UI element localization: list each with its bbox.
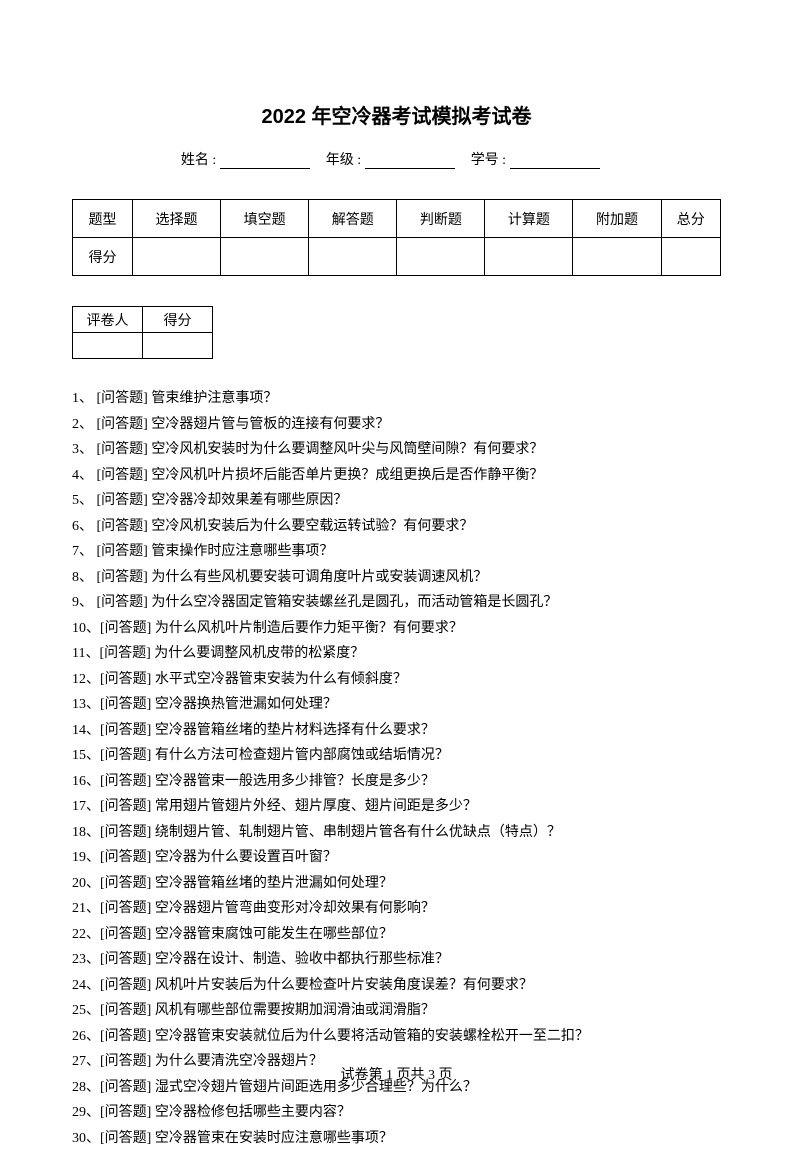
name-blank[interactable]: [220, 155, 310, 169]
question-item: 23、[问答题] 空冷器在设计、制造、验收中都执行那些标准？: [72, 948, 721, 973]
score-answer-cell[interactable]: [309, 238, 397, 276]
score-table-score-row: 得分: [73, 238, 721, 276]
col-calc: 计算题: [485, 200, 573, 238]
question-item: 16、[问答题] 空冷器管束一般选用多少排管？长度是多少？: [72, 770, 721, 795]
question-item: 13、[问答题] 空冷器换热管泄漏如何处理？: [72, 693, 721, 718]
grade-label: 年级 :: [326, 153, 361, 168]
grader-table: 评卷人 得分: [72, 306, 213, 359]
score-table-header-row: 题型 选择题 填空题 解答题 判断题 计算题 附加题 总分: [73, 200, 721, 238]
score-fill-cell[interactable]: [221, 238, 309, 276]
score-total-cell[interactable]: [661, 238, 720, 276]
question-item: 7、 [问答题] 管束操作时应注意哪些事项？: [72, 540, 721, 565]
grade-blank[interactable]: [365, 155, 455, 169]
question-item: 3、 [问答题] 空冷风机安装时为什么要调整风叶尖与风筒壁间隙？有何要求？: [72, 438, 721, 463]
page-footer: 试卷第 1 页共 3 页: [0, 1064, 793, 1084]
score-judge-cell[interactable]: [397, 238, 485, 276]
score-choice-cell[interactable]: [133, 238, 221, 276]
score-calc-cell[interactable]: [485, 238, 573, 276]
score-table: 题型 选择题 填空题 解答题 判断题 计算题 附加题 总分 得分: [72, 199, 721, 276]
question-item: 15、[问答题] 有什么方法可检查翅片管内部腐蚀或结垢情况？: [72, 744, 721, 769]
question-item: 26、[问答题] 空冷器管束安装就位后为什么要将活动管箱的安装螺栓松开一至二扣？: [72, 1025, 721, 1050]
col-total: 总分: [661, 200, 720, 238]
question-item: 6、 [问答题] 空冷风机安装后为什么要空载运转试验？有何要求？: [72, 515, 721, 540]
question-item: 20、[问答题] 空冷器管箱丝堵的垫片泄漏如何处理？: [72, 872, 721, 897]
student-info-line: 姓名 : 年级 : 学号 :: [72, 149, 721, 169]
grader-score-cell[interactable]: [143, 333, 213, 359]
question-item: 4、 [问答题] 空冷风机叶片损坏后能否单片更换？成组更换后是否作静平衡？: [72, 464, 721, 489]
question-item: 22、[问答题] 空冷器管束腐蚀可能发生在哪些部位？: [72, 923, 721, 948]
question-item: 21、[问答题] 空冷器翅片管弯曲变形对冷却效果有何影响？: [72, 897, 721, 922]
question-item: 2、 [问答题] 空冷器翅片管与管板的连接有何要求？: [72, 413, 721, 438]
question-item: 18、[问答题] 绕制翅片管、轧制翅片管、串制翅片管各有什么优缺点（特点）？: [72, 821, 721, 846]
exam-title: 2022 年空冷器考试模拟考试卷: [72, 100, 721, 129]
id-label: 学号 :: [471, 153, 506, 168]
questions-list: 1、 [问答题] 管束维护注意事项？ 2、 [问答题] 空冷器翅片管与管板的连接…: [72, 387, 721, 1151]
col-judge: 判断题: [397, 200, 485, 238]
score-row-label: 得分: [73, 238, 133, 276]
grader-name-cell[interactable]: [73, 333, 143, 359]
score-extra-cell[interactable]: [573, 238, 661, 276]
question-item: 1、 [问答题] 管束维护注意事项？: [72, 387, 721, 412]
col-extra: 附加题: [573, 200, 661, 238]
question-item: 5、 [问答题] 空冷器冷却效果差有哪些原因？: [72, 489, 721, 514]
grader-score-label: 得分: [143, 307, 213, 333]
question-item: 9、 [问答题] 为什么空冷器固定管箱安装螺丝孔是圆孔，而活动管箱是长圆孔？: [72, 591, 721, 616]
col-answer: 解答题: [309, 200, 397, 238]
question-item: 30、[问答题] 空冷器管束在安装时应注意哪些事项？: [72, 1127, 721, 1151]
question-item: 14、[问答题] 空冷器管箱丝堵的垫片材料选择有什么要求？: [72, 719, 721, 744]
col-fill: 填空题: [221, 200, 309, 238]
question-item: 12、[问答题] 水平式空冷器管束安装为什么有倾斜度？: [72, 668, 721, 693]
col-type-label: 题型: [73, 200, 133, 238]
question-item: 10、[问答题] 为什么风机叶片制造后要作力矩平衡？有何要求？: [72, 617, 721, 642]
name-label: 姓名 :: [181, 153, 216, 168]
id-blank[interactable]: [510, 155, 600, 169]
question-item: 11、[问答题] 为什么要调整风机皮带的松紧度？: [72, 642, 721, 667]
grader-label: 评卷人: [73, 307, 143, 333]
question-item: 24、[问答题] 风机叶片安装后为什么要检查叶片安装角度误差？有何要求？: [72, 974, 721, 999]
col-choice: 选择题: [133, 200, 221, 238]
question-item: 19、[问答题] 空冷器为什么要设置百叶窗？: [72, 846, 721, 871]
question-item: 17、[问答题] 常用翅片管翅片外经、翅片厚度、翅片间距是多少？: [72, 795, 721, 820]
question-item: 8、 [问答题] 为什么有些风机要安装可调角度叶片或安装调速风机？: [72, 566, 721, 591]
question-item: 25、[问答题] 风机有哪些部位需要按期加润滑油或润滑脂？: [72, 999, 721, 1024]
